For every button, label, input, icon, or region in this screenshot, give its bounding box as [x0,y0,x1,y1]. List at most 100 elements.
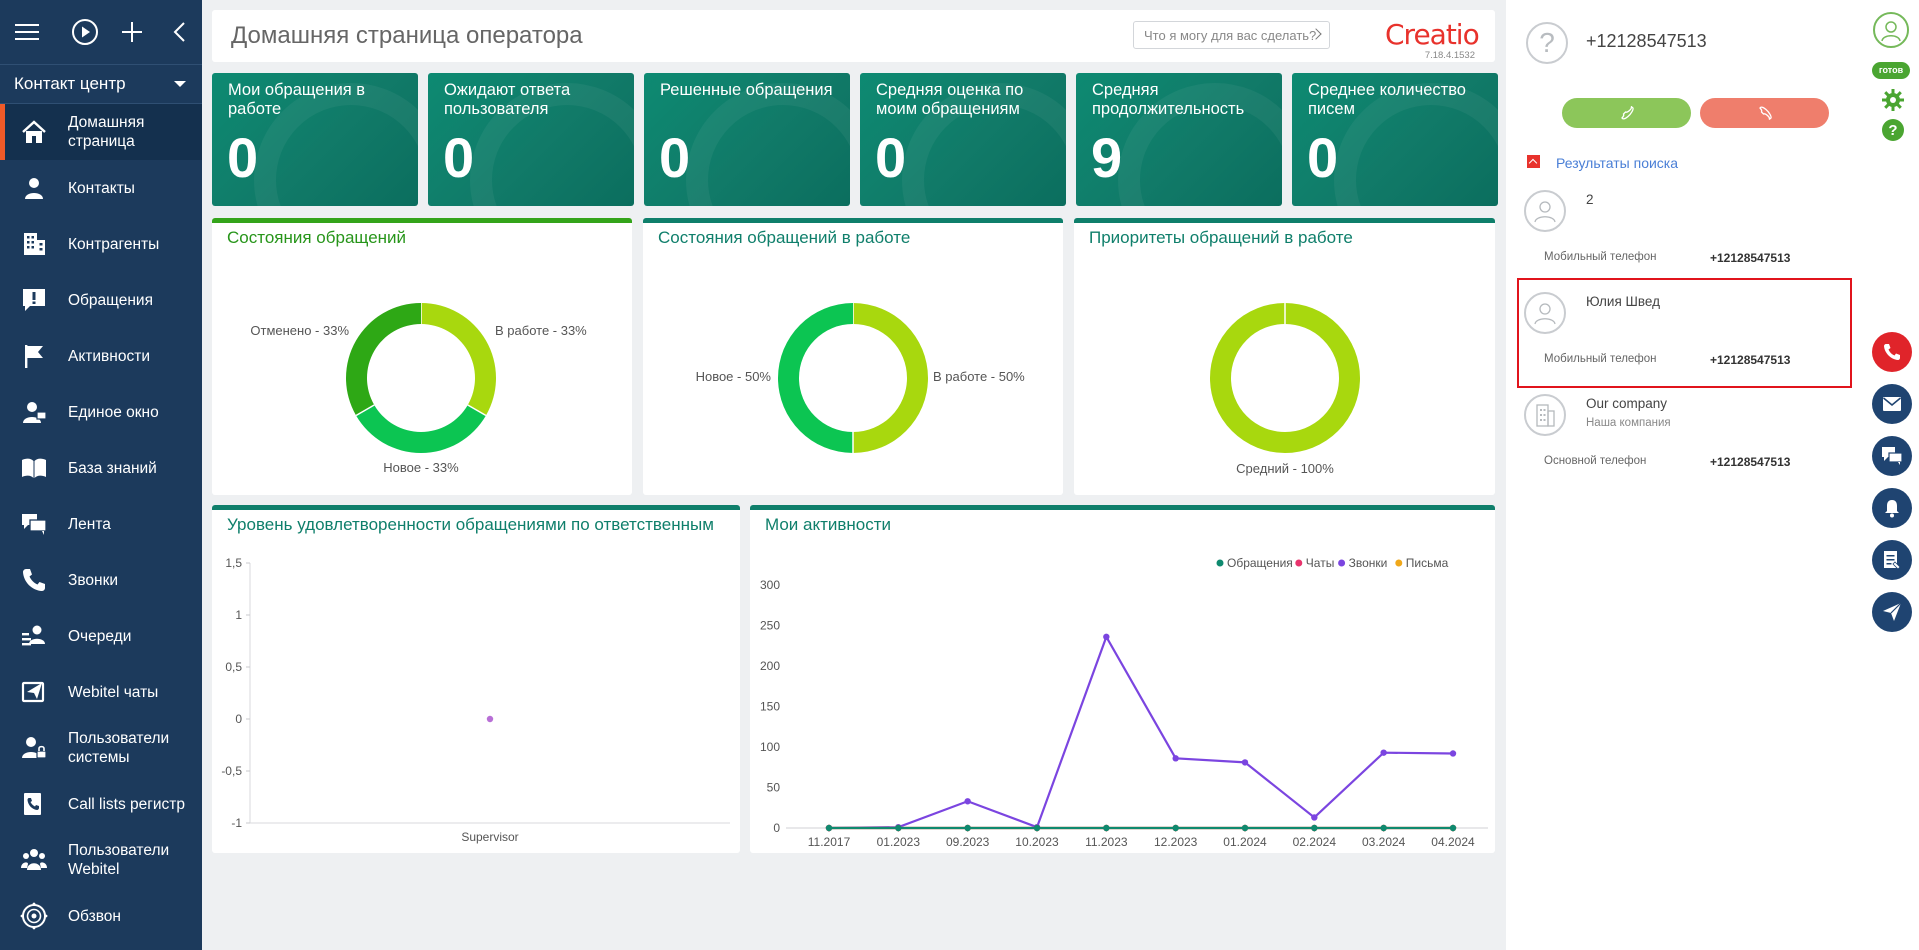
decline-call-button[interactable] [1700,98,1829,128]
telegram-panel-button[interactable] [1872,592,1912,632]
sidebar-item-building[interactable]: Контрагенты [0,216,202,272]
phone-panel-button[interactable] [1872,332,1912,372]
slice-separator [355,404,375,417]
answer-call-button[interactable] [1562,98,1691,128]
result-name[interactable]: Юлия Швед [1586,294,1660,309]
creatio-logo[interactable]: Creatio [1385,18,1480,51]
processes-button[interactable] [61,12,108,52]
sidebar-item-case[interactable]: Обращения [0,272,202,328]
search-result-item[interactable]: Our company Наша компания Основной телеф… [1514,394,1854,474]
series-point [1380,824,1387,832]
series-point [1311,824,1318,832]
series-point [1380,749,1387,756]
contact-avatar-icon [1524,190,1566,232]
command-line-input[interactable]: Что я могу для вас сделать? [1133,21,1330,49]
kpi-title: Средняя продолжительность [1092,81,1245,118]
x-tick-label: Supervisor [461,830,518,844]
search-result-item[interactable]: 2 Мобильный телефон +12128547513 [1514,190,1854,270]
sidebar-toolbar [0,0,202,64]
search-result-item-selected[interactable]: Юлия Швед Мобильный телефон +12128547513 [1514,292,1854,372]
kpi-tile-average-rating[interactable]: Средняя оценка по моим обращениям 0 [860,73,1066,206]
sidebar-item-queue[interactable]: Очереди [0,608,202,664]
x-tick-label: 02.2024 [1293,835,1337,849]
x-tick-label: 01.2024 [1223,835,1267,849]
menu-toggle-button[interactable] [14,12,39,52]
sidebar-item-webitel-users[interactable]: Пользователи Webitel [0,832,202,888]
donut-slice-label: Новое - 33% [383,460,459,475]
sidebar-item-label: Лента [68,515,111,533]
collapse-results-toggle[interactable] [1527,155,1540,168]
email-panel-button[interactable] [1872,384,1912,424]
chats-panel-button[interactable] [1872,436,1912,476]
settings-button[interactable] [1881,88,1905,112]
card-satisfaction-level: -1 -0,5 0 0,5 1 1,5 Supervisor Уровень удовлет… [212,505,740,853]
kpi-tile-resolved[interactable]: Решенные обращения 0 [644,73,850,206]
kpi-tile-average-emails[interactable]: Среднее количество писем 0 [1292,73,1498,206]
legend-label: Обращения [1227,556,1293,570]
page-title: Домашняя страница оператора [231,22,583,49]
feed-icon [20,510,48,538]
case-icon [20,286,48,314]
collapse-sidebar-button[interactable] [155,12,202,52]
sidebar-item-user-window[interactable]: Единое окно [0,384,202,440]
search-results-title[interactable]: Результаты поиска [1556,155,1679,171]
notifications-panel-button[interactable] [1872,488,1912,528]
agent-profile-button[interactable] [1873,12,1909,48]
sidebar-item-label: Очереди [68,627,132,645]
donut-slice-label: В работе - 50% [933,369,1025,384]
sidebar-item-feed[interactable]: Лента [0,496,202,552]
result-phone-label: Мобильный телефон [1544,353,1657,365]
result-phone[interactable]: +12128547513 [1710,455,1791,469]
kpi-value: 0 [659,126,691,189]
donut-chart-case-priorities: Средний - 100% [1210,303,1360,476]
sidebar-item-phone[interactable]: Звонки [0,552,202,608]
sidebar-item-book[interactable]: База знаний [0,440,202,496]
sidebar: Контакт центр Домашняя страница Контакты К… [0,0,202,950]
result-phone[interactable]: +12128547513 [1710,353,1791,367]
help-button[interactable]: ? [1881,118,1905,142]
feed-panel-button[interactable] [1872,540,1912,580]
chat-send-icon [20,678,48,706]
agent-status-badge[interactable]: готов [1872,62,1910,79]
sidebar-item-call-list[interactable]: Call lists регистр [0,776,202,832]
card-title: Мои активности [765,515,892,534]
kpi-title: Среднее количество писем [1308,81,1466,118]
add-button[interactable] [108,12,155,52]
result-name[interactable]: Our company [1586,396,1668,411]
kpi-tile-awaiting-response[interactable]: Ожидают ответа пользователя 0 [428,73,634,206]
contact-avatar-icon [1524,292,1566,334]
kpi-value: 0 [443,126,475,189]
sidebar-item-flag[interactable]: Активности [0,328,202,384]
kpi-title: Средняя оценка по моим обращениям [876,81,1024,118]
donut-slice-label: Новое - 50% [696,369,772,384]
sidebar-item-home[interactable]: Домашняя страница [0,104,202,160]
phone-hangup-icon [1758,106,1772,121]
series-point [1311,814,1318,821]
kpi-value: 9 [1091,126,1123,189]
kpi-value: 0 [227,126,259,189]
kpi-tile-my-cases[interactable]: Мои обращения в работе 0 [212,73,418,206]
phone-icon [1884,344,1900,360]
legend-label: Письма [1406,556,1449,570]
x-tick-label: 10.2023 [1015,835,1059,849]
call-list-icon [20,790,48,818]
section-menu: Домашняя страница Контакты Контрагенты Обра… [0,104,202,944]
user-icon [1881,21,1901,42]
result-name[interactable]: 2 [1586,192,1594,207]
series-line [828,634,1454,830]
sidebar-item-chat-send[interactable]: Webitel чаты [0,664,202,720]
sidebar-item-system-users[interactable]: Пользователи системы [0,720,202,776]
kpi-tile-average-duration[interactable]: Средняя продолжительность 9 [1076,73,1282,206]
slice-separator [467,404,487,417]
sidebar-item-label: База знаний [68,459,157,477]
legend-marker [1216,559,1224,567]
sidebar-item-dialer[interactable]: Обзвон [0,888,202,944]
x-tick-label: 01.2023 [877,835,921,849]
legend-marker [1295,559,1303,567]
series-point [1172,824,1179,832]
workplace-selector[interactable]: Контакт центр [0,64,202,104]
phone-icon [20,566,48,594]
chevron-left-icon [173,22,185,42]
result-phone[interactable]: +12128547513 [1710,251,1791,265]
sidebar-item-person[interactable]: Контакты [0,160,202,216]
